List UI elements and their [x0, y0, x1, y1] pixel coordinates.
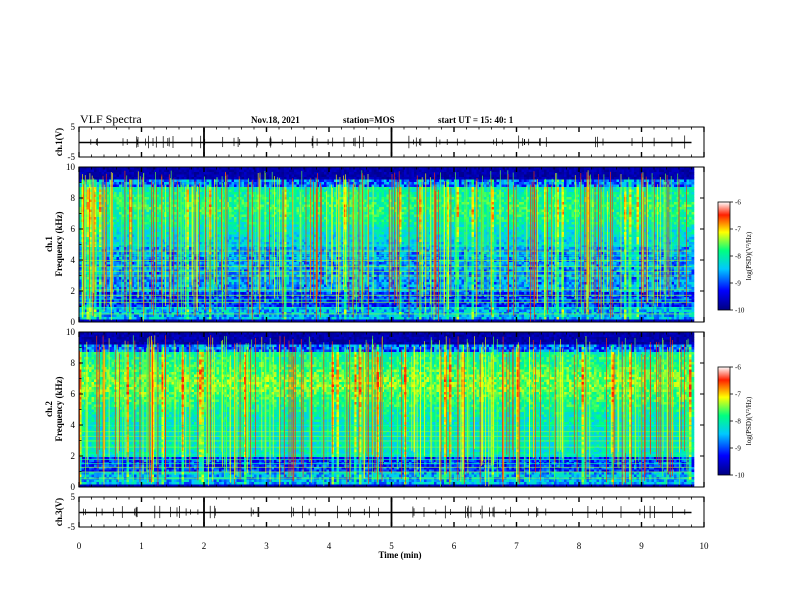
date-label: Nov.18, 2021 — [251, 115, 300, 125]
ch2-spectrogram-ylabel-1: ch.2 — [44, 401, 54, 417]
x-tick-7: 7 — [514, 541, 519, 551]
ch1-waveform-ytick-0: 5 — [71, 122, 76, 132]
ch2-spectrogram-ytick-1: 2 — [71, 451, 76, 461]
ch1-spectrogram-ytick-0: 0 — [71, 317, 76, 327]
ch1-spectrogram-ytick-4: 8 — [71, 193, 76, 203]
ch1-colorbar: -6 -7 -8 -9 -10 log(PSD)(V²/Hz) — [718, 199, 753, 315]
ch1-spectrogram-ylabel-1: ch.1 — [44, 236, 54, 252]
ch1-spectrogram-ytick-3: 6 — [71, 224, 76, 234]
x-tick-10: 10 — [700, 541, 710, 551]
x-axis-label: Time (min) — [378, 550, 421, 560]
x-tick-3: 3 — [264, 541, 269, 551]
ch1-spectrogram-ytick-1: 2 — [71, 286, 76, 296]
ch2-colorbar-label: log(PSD)(V²/Hz) — [745, 396, 753, 445]
ch1-spectrogram-cbtick-4: -10 — [735, 307, 745, 315]
ch2-spectrogram-cbtick-3: -9 — [735, 445, 741, 453]
ch1-waveform-ytick-1: -5 — [68, 152, 76, 162]
ch2-spectrogram-ytick-4: 8 — [71, 358, 76, 368]
ch1-spectrogram-cbtick-1: -7 — [735, 226, 741, 234]
ch1-spectrogram-cbtick-3: -9 — [735, 280, 741, 288]
ch1-spectrogram-cbtick-2: -8 — [735, 253, 741, 261]
ch3-waveform-ytick-1: -5 — [68, 522, 76, 532]
ch2-spectrogram-ytick-5: 10 — [66, 327, 76, 337]
chart-title: VLF Spectra — [80, 112, 142, 126]
ch3-waveform-ylabel: ch.3(V) — [54, 498, 64, 526]
ch2-spectrogram-cbtick-4: -10 — [735, 472, 745, 480]
x-tick-2: 2 — [202, 541, 207, 551]
ch1-spectrogram-ytick-5: 10 — [66, 162, 76, 172]
start-time-label: start UT = 15: 40: 1 — [438, 115, 514, 125]
ch2-spectrogram-ytick-2: 4 — [71, 420, 76, 430]
x-tick-9: 9 — [639, 541, 644, 551]
ch3-waveform-ytick-0: 5 — [71, 492, 76, 502]
x-tick-0: 0 — [77, 541, 82, 551]
ch2-spectrogram-cbtick-2: -8 — [735, 418, 741, 426]
ch2-colorbar: -6 -7 -8 -9 -10 log(PSD)(V²/Hz) — [718, 364, 753, 480]
station-label: station=MOS — [343, 115, 395, 125]
ch2-spectrogram-cbtick-1: -7 — [735, 391, 741, 399]
ch1-spectrogram-ylabel-2: Frequency (kHz) — [54, 211, 64, 276]
x-tick-1: 1 — [139, 541, 144, 551]
ch1-spectrogram-panel — [79, 167, 704, 322]
ch1-waveform-ylabel: ch.1(V) — [54, 128, 64, 156]
ch1-colorbar-label: log(PSD)(V²/Hz) — [745, 231, 753, 280]
ch2-spectrogram-ytick-3: 6 — [71, 389, 76, 399]
ch1-spectrogram-cbtick-0: -6 — [735, 199, 741, 207]
x-tick-8: 8 — [577, 541, 582, 551]
x-tick-4: 4 — [327, 541, 332, 551]
ch2-spectrogram-cbtick-0: -6 — [735, 364, 741, 372]
ch2-spectrogram-ytick-0: 0 — [71, 482, 76, 492]
ch2-spectrogram-panel — [79, 332, 704, 487]
x-tick-6: 6 — [452, 541, 457, 551]
ch1-spectrogram-ytick-2: 4 — [71, 255, 76, 265]
ch2-spectrogram-ylabel-2: Frequency (kHz) — [54, 376, 64, 441]
